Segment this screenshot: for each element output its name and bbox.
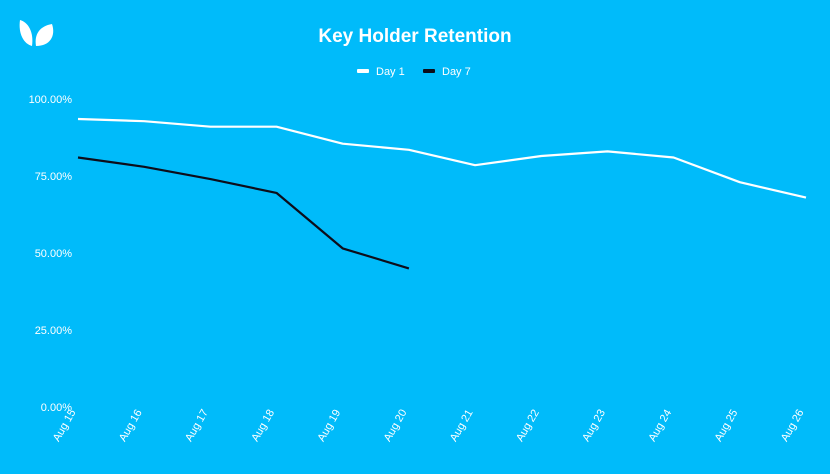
- y-tick-label: 0.00%: [41, 402, 72, 414]
- legend: Day 1 Day 7: [357, 66, 471, 78]
- x-tick-label: Aug 19: [315, 408, 343, 444]
- legend-swatch: [423, 69, 435, 73]
- legend-item[interactable]: Day 7: [423, 66, 471, 78]
- series-line-day-7: [77, 156, 410, 270]
- x-tick-label: Aug 20: [382, 408, 410, 444]
- x-tick-label: Aug 18: [249, 408, 277, 444]
- y-tick-label: 100.00%: [29, 94, 73, 106]
- series-line-day-1: [77, 117, 807, 199]
- y-tick-label: 50.00%: [35, 248, 73, 260]
- y-axis: 0.00% 25.00% 50.00% 75.00% 100.00%: [29, 94, 73, 414]
- legend-label: Day 1: [376, 66, 405, 78]
- y-tick-label: 75.00%: [35, 171, 73, 183]
- legend-item[interactable]: Day 1: [357, 66, 405, 78]
- x-axis: Aug 15 Aug 16 Aug 17 Aug 18 Aug 19 Aug 20 Aug …: [51, 408, 807, 444]
- leaf-logo-icon: [19, 20, 54, 46]
- x-tick-label: Aug 25: [713, 408, 741, 444]
- x-tick-label: Aug 22: [514, 408, 542, 444]
- x-tick-label: Aug 21: [448, 408, 476, 444]
- x-tick-label: Aug 16: [117, 408, 145, 444]
- x-tick-label: Aug 17: [183, 408, 211, 444]
- x-tick-label: Aug 26: [779, 408, 807, 444]
- chart-title: Key Holder Retention: [318, 26, 511, 47]
- x-tick-label: Aug 23: [580, 408, 608, 444]
- legend-swatch: [357, 69, 369, 73]
- series-group: [77, 117, 807, 270]
- y-tick-label: 25.00%: [35, 325, 73, 337]
- x-tick-label: Aug 24: [646, 408, 674, 444]
- legend-label: Day 7: [442, 66, 471, 78]
